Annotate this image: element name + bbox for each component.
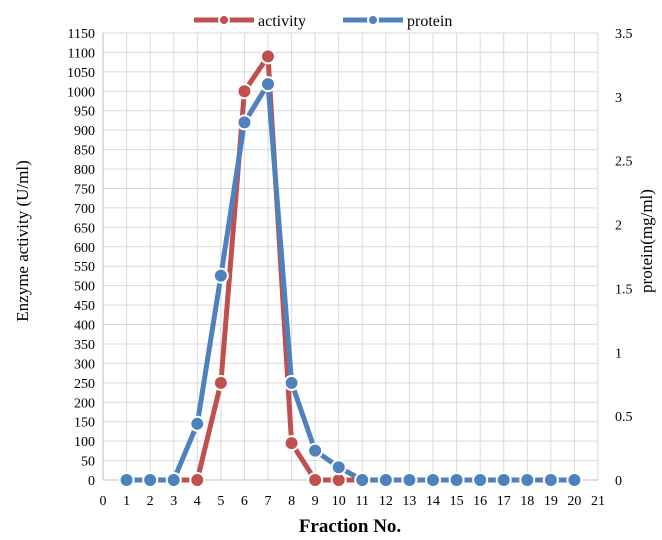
series-protein bbox=[118, 76, 583, 488]
data-point-activity bbox=[260, 48, 276, 65]
data-point-protein bbox=[330, 459, 347, 476]
y-left-tick-label: 200 bbox=[74, 396, 95, 411]
data-point-protein bbox=[519, 472, 536, 488]
y-left-tick-label: 1150 bbox=[68, 27, 95, 42]
y-left-tick-label: 1000 bbox=[67, 85, 95, 100]
data-point-protein bbox=[260, 76, 276, 93]
legend-label-activity: activity bbox=[258, 13, 306, 30]
left-tick-labels: 0 50 100 150 200 250 300 350 400 450 500 550 600 650 7… bbox=[67, 27, 95, 489]
right-tick-labels: 0 0.5 1 1.5 2 2.5 3 3.5 bbox=[615, 27, 633, 489]
data-point-protein bbox=[566, 472, 583, 488]
y-left-tick-label: 1100 bbox=[68, 46, 95, 61]
data-point-protein bbox=[236, 114, 253, 131]
y-axis-label-right: protein(mg/ml) bbox=[637, 189, 656, 293]
x-tick-label: 13 bbox=[402, 494, 416, 509]
x-tick-label: 14 bbox=[426, 494, 440, 509]
x-tick-label: 4 bbox=[194, 494, 201, 509]
y-right-tick-label: 3.5 bbox=[615, 27, 633, 42]
data-point-activity bbox=[189, 472, 206, 488]
y-right-tick-label: 3 bbox=[615, 91, 622, 106]
y-right-tick-label: 1.5 bbox=[615, 282, 633, 297]
y-left-tick-label: 350 bbox=[74, 338, 95, 353]
x-tick-label: 12 bbox=[379, 494, 393, 509]
x-tick-label: 17 bbox=[497, 494, 511, 509]
y-right-tick-label: 0 bbox=[615, 474, 622, 489]
data-point-protein bbox=[401, 472, 418, 488]
x-tick-label: 19 bbox=[544, 494, 558, 509]
x-tick-label: 3 bbox=[170, 494, 177, 509]
axes bbox=[102, 33, 598, 481]
x-tick-label: 1 bbox=[123, 494, 130, 509]
y-left-tick-label: 150 bbox=[74, 416, 95, 431]
data-point-activity bbox=[212, 374, 229, 391]
data-point-protein bbox=[542, 472, 559, 488]
y-left-tick-label: 250 bbox=[74, 377, 95, 392]
data-point-protein bbox=[118, 472, 135, 488]
data-point-protein bbox=[165, 472, 182, 488]
data-point-protein bbox=[354, 472, 371, 488]
x-tick-label: 15 bbox=[450, 494, 464, 509]
x-tick-label: 10 bbox=[332, 494, 346, 509]
y-left-tick-label: 450 bbox=[74, 299, 95, 314]
data-point-protein bbox=[307, 442, 324, 459]
y-left-tick-label: 550 bbox=[74, 260, 95, 275]
y-left-tick-label: 500 bbox=[74, 280, 95, 295]
y-left-tick-label: 950 bbox=[74, 105, 95, 120]
data-point-protein bbox=[425, 472, 441, 488]
x-axis-label: Fraction No. bbox=[299, 516, 401, 537]
x-tick-label: 18 bbox=[520, 494, 534, 509]
data-point-protein bbox=[472, 472, 489, 488]
x-tick-label: 11 bbox=[356, 494, 369, 509]
data-point-protein bbox=[377, 472, 394, 488]
y-right-tick-label: 2 bbox=[615, 219, 622, 234]
y-right-tick-label: 0.5 bbox=[615, 410, 633, 425]
y-left-tick-label: 750 bbox=[74, 182, 95, 197]
series-line-activity bbox=[126, 53, 575, 483]
x-tick-label: 5 bbox=[217, 494, 224, 509]
y-left-tick-label: 400 bbox=[74, 319, 95, 334]
x-tick-labels: 0 1 2 3 4 5 6 7 8 9 10 11 12 13 14 15 16 17 18 19 20 21 bbox=[100, 494, 606, 509]
y-right-tick-label: 2.5 bbox=[615, 155, 633, 170]
x-tick-label: 21 bbox=[591, 494, 605, 509]
y-left-tick-label: 800 bbox=[74, 163, 95, 178]
data-point-protein bbox=[495, 472, 512, 488]
legend-item-protein: protein bbox=[343, 13, 452, 30]
legend-item-activity: activity bbox=[194, 13, 306, 30]
y-left-tick-label: 850 bbox=[74, 144, 95, 159]
data-point-activity bbox=[307, 472, 324, 488]
y-left-tick-label: 600 bbox=[74, 241, 95, 256]
y-right-tick-label: 1 bbox=[615, 346, 622, 361]
legend: activity protein bbox=[194, 13, 452, 30]
data-point-protein bbox=[142, 472, 159, 488]
x-tick-label: 7 bbox=[265, 494, 272, 509]
x-tick-label: 6 bbox=[241, 494, 248, 509]
y-left-tick-label: 0 bbox=[88, 474, 95, 489]
data-point-activity bbox=[283, 435, 300, 452]
y-left-tick-label: 900 bbox=[74, 124, 95, 139]
legend-label-protein: protein bbox=[407, 13, 452, 30]
y-axis-label-left: Enzyme activity (U/ml) bbox=[13, 160, 32, 321]
data-point-protein bbox=[283, 374, 300, 391]
y-left-tick-label: 300 bbox=[74, 357, 95, 372]
data-point-protein bbox=[448, 472, 465, 488]
y-left-tick-label: 100 bbox=[74, 435, 95, 450]
y-left-tick-label: 650 bbox=[74, 221, 95, 236]
x-tick-label: 16 bbox=[473, 494, 487, 509]
grid bbox=[103, 32, 599, 480]
y-left-tick-label: 700 bbox=[74, 202, 95, 217]
x-tick-label: 2 bbox=[147, 494, 154, 509]
y-left-tick-label: 1050 bbox=[67, 66, 95, 81]
x-tick-label: 0 bbox=[100, 494, 107, 509]
x-tick-label: 20 bbox=[567, 494, 581, 509]
data-point-protein bbox=[189, 415, 206, 432]
y-left-tick-label: 50 bbox=[81, 455, 95, 470]
data-point-protein bbox=[212, 267, 229, 284]
series-layer bbox=[118, 48, 583, 488]
x-tick-label: 8 bbox=[288, 494, 295, 509]
x-tick-label: 9 bbox=[312, 494, 319, 509]
data-point-activity bbox=[236, 83, 253, 100]
